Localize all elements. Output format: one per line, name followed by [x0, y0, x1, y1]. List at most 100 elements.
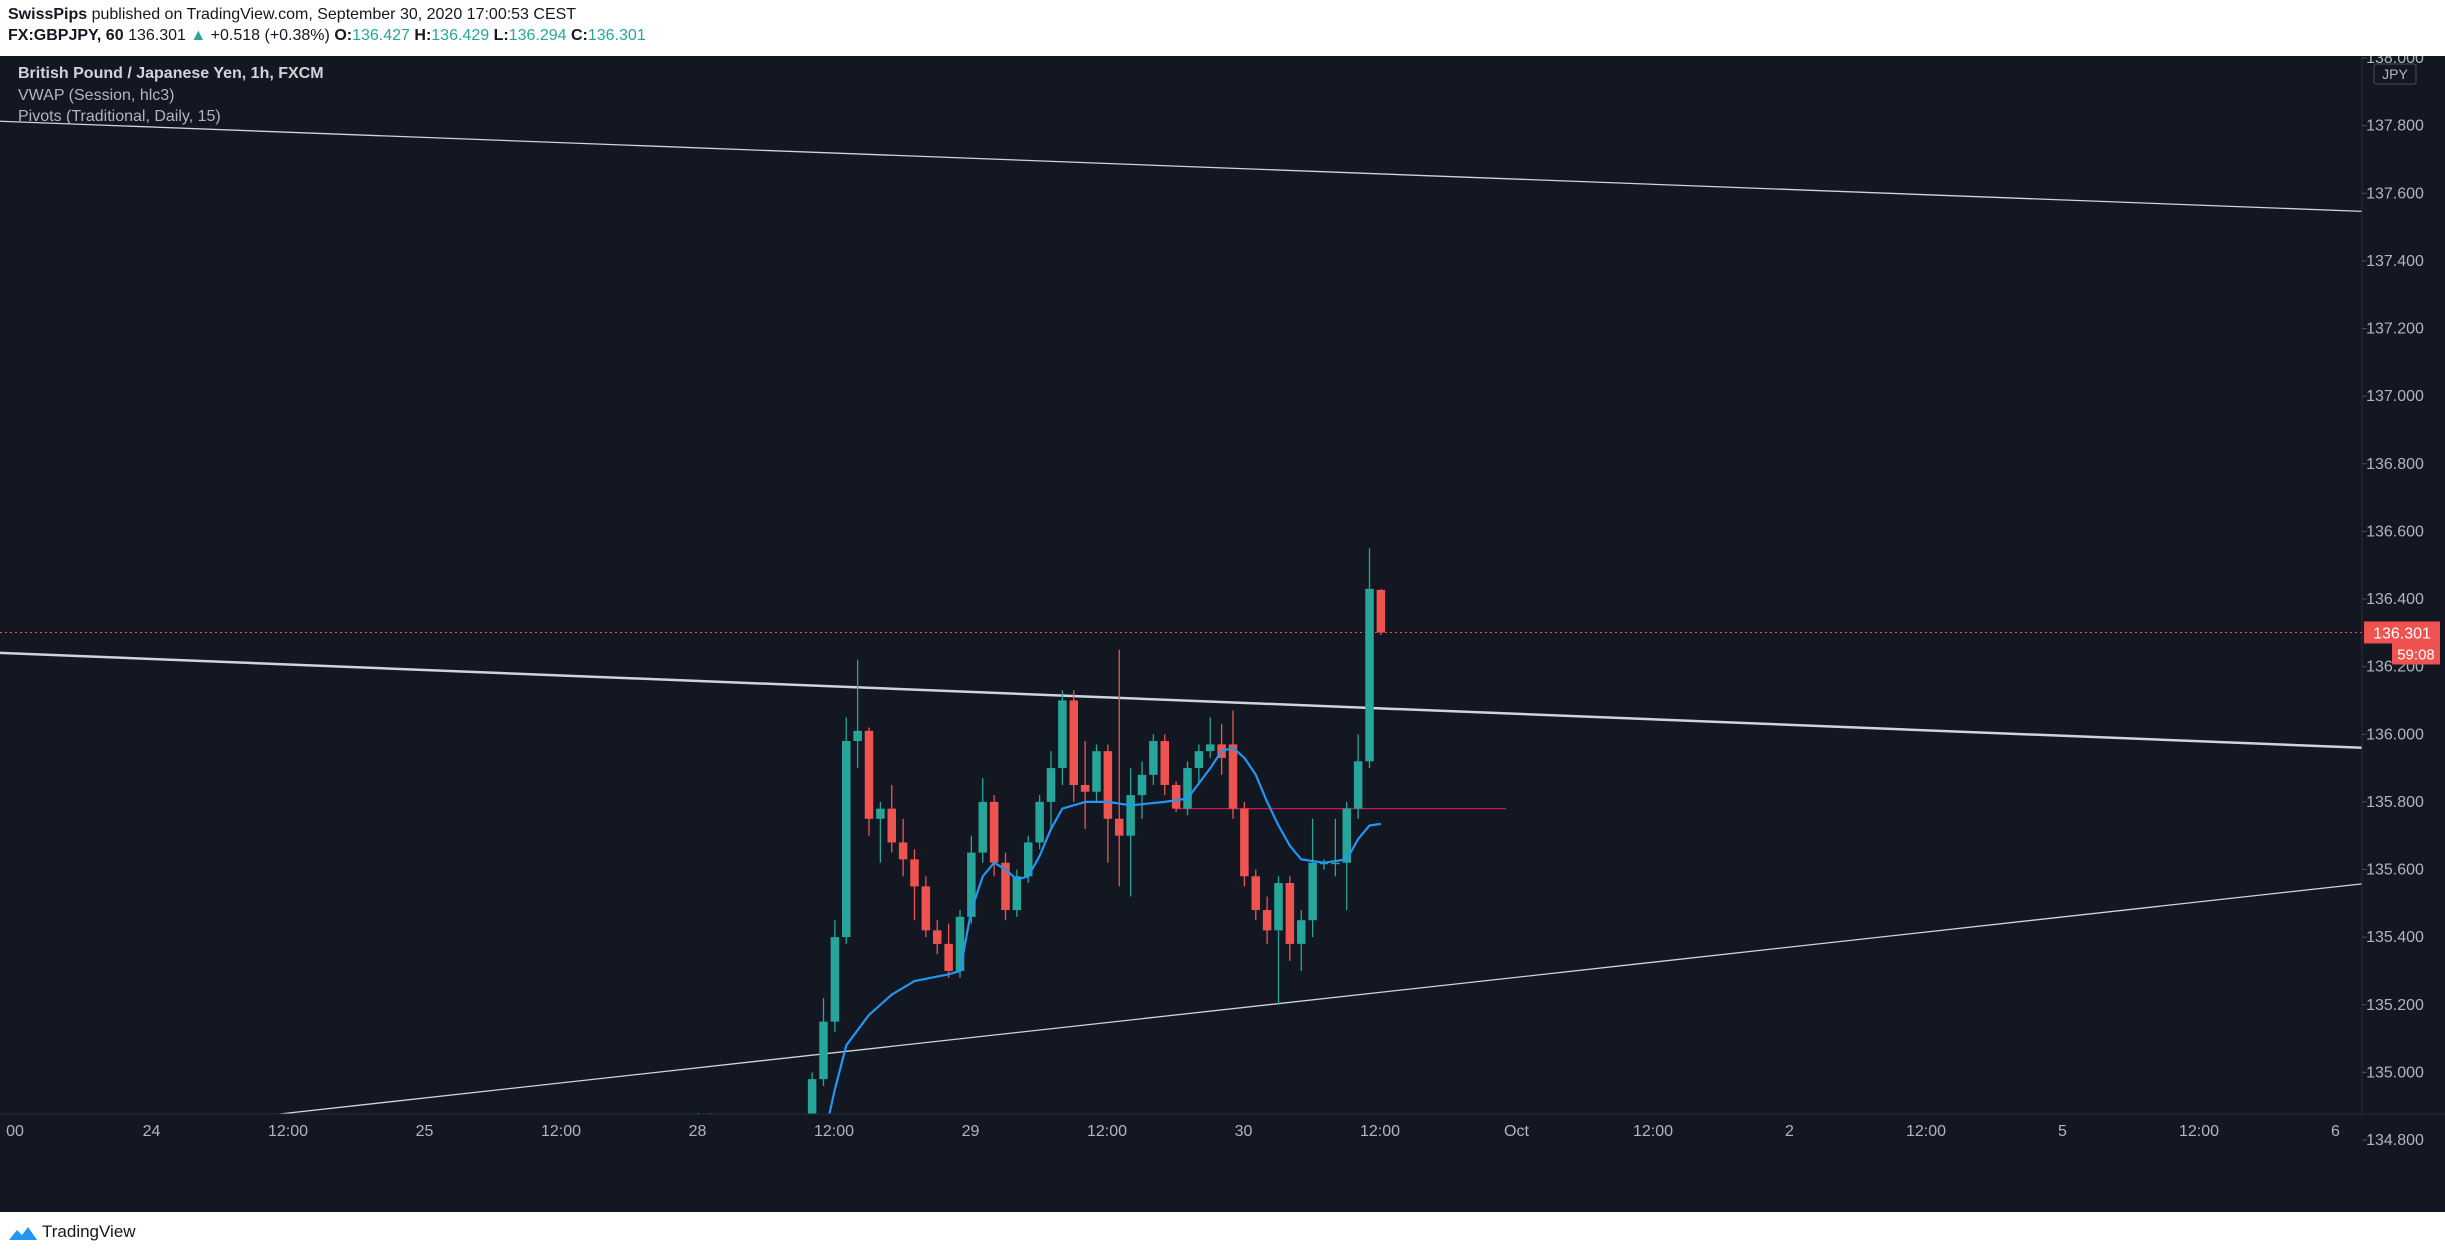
x-tick-label: 12:00: [1906, 1123, 1946, 1140]
candle-body: [1285, 883, 1295, 944]
candle-body: [1160, 741, 1169, 785]
candle-body: [830, 937, 840, 1022]
x-tick-label: Oct: [1504, 1123, 1529, 1140]
candle-body: [853, 730, 862, 742]
y-tick-label: 137.800: [2366, 118, 2424, 135]
x-tick-label: 2: [1785, 1123, 1794, 1140]
trendline-1: [0, 120, 2362, 213]
tradingview-logo-icon[interactable]: [8, 1224, 38, 1242]
candle-body: [1001, 862, 1010, 911]
countdown-badge: [2392, 643, 2440, 665]
candle-body: [898, 842, 908, 860]
x-tick-label: 12:00: [1360, 1123, 1400, 1140]
candle-body: [1194, 751, 1204, 769]
candle-body: [876, 808, 885, 819]
candle-body: [944, 943, 953, 971]
candle-body: [955, 916, 965, 971]
up-arrow-icon: ▲: [190, 27, 207, 44]
candle-body: [910, 859, 919, 887]
candle-body: [887, 808, 896, 843]
candle-body: [1342, 808, 1351, 863]
y-tick-label: 136.000: [2366, 726, 2424, 743]
candle-body: [1251, 876, 1260, 911]
y-tick-label: 135.800: [2366, 794, 2424, 811]
high-label: H:: [414, 27, 432, 44]
y-tick-label: 135.600: [2366, 862, 2424, 879]
candle-body: [842, 741, 851, 938]
candle-body: [1035, 801, 1044, 843]
candle-body: [921, 886, 931, 931]
y-tick-label: 137.200: [2366, 321, 2424, 338]
candle-body: [1228, 744, 1238, 809]
publisher-name[interactable]: SwissPips: [8, 6, 88, 23]
candle-body: [1206, 744, 1215, 752]
vwap-layer: [828, 746, 1382, 1114]
x-tick-label: 12:00: [268, 1123, 308, 1140]
x-tick-label: 5: [2058, 1123, 2067, 1140]
candle-body: [1012, 876, 1022, 911]
chart-background: [0, 56, 2445, 1212]
y-tick-label: 138.000: [2366, 56, 2424, 67]
open-value: 136.427: [352, 27, 410, 44]
x-tick-label: 12:00: [1633, 1123, 1673, 1140]
y-tick-label: 137.400: [2366, 253, 2424, 270]
x-tick-label: 6: [2331, 1123, 2340, 1140]
candle-body: [1103, 751, 1113, 819]
axes: 138.000 137.800 137.600 137.400 137.200 137.0…: [0, 56, 2445, 1149]
x-tick-label: 29: [962, 1123, 980, 1140]
current-price-label: 136.301: [2373, 625, 2431, 642]
footer: TradingView: [0, 1212, 2445, 1256]
legend-pivots[interactable]: Pivots (Traditional, Daily, 15): [18, 108, 221, 125]
candle-body: [1092, 751, 1101, 792]
candle-body: [819, 1021, 828, 1080]
currency-label: JPY: [2382, 66, 2408, 82]
candle-body: [1115, 818, 1124, 836]
candle-body: [1331, 862, 1340, 865]
low-value: 136.294: [508, 27, 567, 44]
x-tick-label: 12:00: [2179, 1123, 2219, 1140]
legend-vwap[interactable]: VWAP (Session, hlc3): [18, 87, 175, 104]
tradingview-brand[interactable]: TradingView: [42, 1222, 136, 1241]
symbol-label: FX:GBPJPY, 60: [8, 27, 124, 44]
price-change: +0.518 (+0.38%): [210, 27, 330, 44]
trendline-3: [273, 883, 2362, 1114]
candle-body: [1240, 808, 1249, 877]
candle-body: [1308, 862, 1317, 921]
x-tick-label: 12:00: [1087, 1123, 1127, 1140]
candle-body: [1297, 920, 1306, 944]
y-tick-label: 135.400: [2366, 929, 2424, 946]
open-label: O:: [334, 27, 353, 44]
candle-body: [1126, 795, 1135, 836]
candle-body: [1024, 842, 1033, 877]
x-tick-label: 00: [6, 1123, 24, 1140]
currency-badge: [2373, 63, 2417, 85]
current-price-badge: [2364, 621, 2440, 644]
candle-body: [1046, 768, 1056, 802]
candle-body: [1274, 883, 1283, 931]
vwap-line: [828, 746, 1382, 1114]
y-tick-label: 137.000: [2366, 388, 2424, 405]
y-tick-label: 136.800: [2366, 456, 2424, 473]
candle-body: [807, 1079, 817, 1114]
candle-body: [1058, 700, 1067, 769]
y-tick-label: 135.000: [2366, 1064, 2424, 1081]
candle-body: [933, 930, 942, 944]
candle-body: [1353, 761, 1363, 809]
y-tick-label: 136.600: [2366, 523, 2424, 540]
x-tick-label: 25: [416, 1123, 434, 1140]
candle-body: [1365, 588, 1374, 762]
price-chart[interactable]: 138.000 137.800 137.600 137.400 137.200 137.0…: [0, 56, 2445, 1212]
x-tick-label: 12:00: [814, 1123, 854, 1140]
candle-body: [1149, 741, 1158, 775]
candle-body: [978, 801, 987, 853]
trendline-2: [0, 651, 2362, 750]
low-label: L:: [493, 27, 509, 44]
y-tick-label: 134.800: [2366, 1132, 2424, 1149]
candle-body: [1262, 910, 1272, 931]
candle-body: [864, 730, 874, 819]
candle-body: [1171, 784, 1181, 809]
candle-body: [967, 852, 976, 917]
price-labels: 136.301 59:08: [2364, 621, 2440, 665]
legend-title: British Pound / Japanese Yen, 1h, FXCM: [18, 65, 324, 82]
y-tick-label: 135.200: [2366, 997, 2424, 1014]
